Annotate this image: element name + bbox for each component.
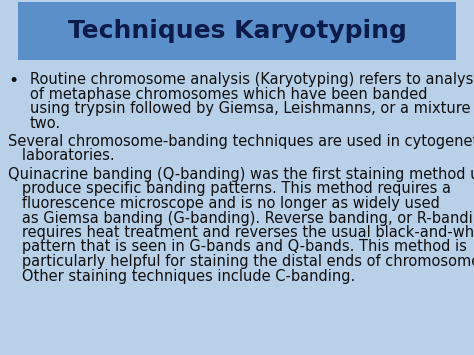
Text: Routine chromosome analysis (Karyotyping) refers to analysis: Routine chromosome analysis (Karyotyping…: [30, 72, 474, 87]
Bar: [18, 2, 456, 60]
Text: produce specific banding patterns. This method requires a: produce specific banding patterns. This …: [8, 181, 451, 197]
Text: fluorescence microscope and is no longer as widely used: fluorescence microscope and is no longer…: [8, 196, 440, 211]
Text: two.: two.: [30, 115, 61, 131]
Text: as Giemsa banding (G-banding). Reverse banding, or R-banding,: as Giemsa banding (G-banding). Reverse b…: [8, 211, 474, 225]
Text: Techniques Karyotyping: Techniques Karyotyping: [68, 19, 406, 43]
Text: requires heat treatment and reverses the usual black-and-white: requires heat treatment and reverses the…: [8, 225, 474, 240]
Text: laboratories.: laboratories.: [8, 148, 115, 164]
Text: pattern that is seen in G-bands and Q-bands. This method is: pattern that is seen in G-bands and Q-ba…: [8, 240, 467, 255]
Text: particularly helpful for staining the distal ends of chromosomes.: particularly helpful for staining the di…: [8, 254, 474, 269]
Text: Other staining techniques include C-banding.: Other staining techniques include C-band…: [8, 268, 355, 284]
Text: Several chromosome-banding techniques are used in cytogenetics: Several chromosome-banding techniques ar…: [8, 134, 474, 149]
Text: of metaphase chromosomes which have been banded: of metaphase chromosomes which have been…: [30, 87, 428, 102]
Text: •: •: [8, 72, 18, 90]
Text: using trypsin followed by Giemsa, Leishmanns, or a mixture of the: using trypsin followed by Giemsa, Leishm…: [30, 101, 474, 116]
Text: Quinacrine banding (Q-banding) was the first staining method used to: Quinacrine banding (Q-banding) was the f…: [8, 167, 474, 182]
